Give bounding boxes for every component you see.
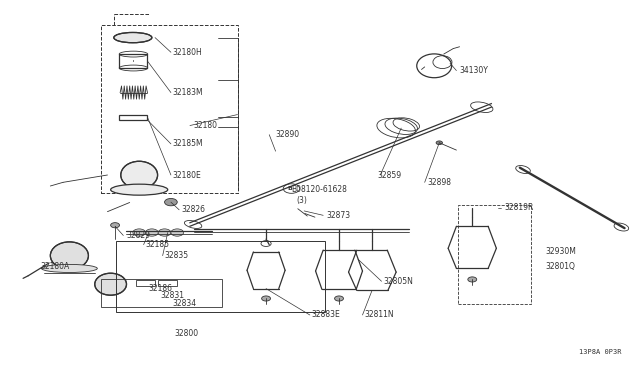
Bar [101, 25, 237, 193]
Bar [119, 54, 147, 68]
Text: 32831: 32831 [160, 291, 184, 301]
Text: 32834: 32834 [173, 299, 197, 308]
Ellipse shape [51, 242, 88, 269]
Bar [158, 280, 177, 286]
Text: 32180: 32180 [193, 121, 217, 130]
Ellipse shape [42, 264, 97, 272]
Circle shape [164, 198, 177, 206]
Text: 32819R: 32819R [504, 203, 533, 212]
Ellipse shape [95, 273, 127, 295]
Text: B08120-61628: B08120-61628 [291, 185, 348, 194]
Ellipse shape [114, 32, 152, 43]
Bar [116, 241, 325, 312]
Text: 32883E: 32883E [312, 311, 340, 320]
Text: 32890: 32890 [276, 130, 300, 139]
Text: (3): (3) [296, 196, 307, 205]
Text: 32873: 32873 [326, 211, 351, 220]
Bar [101, 279, 221, 307]
Text: 34130Y: 34130Y [460, 66, 488, 75]
Text: 32180A: 32180A [41, 262, 70, 271]
Text: 32185: 32185 [145, 240, 170, 249]
Ellipse shape [121, 161, 157, 189]
Text: 32186: 32186 [148, 284, 173, 293]
Circle shape [262, 296, 271, 301]
Text: 32859: 32859 [377, 170, 401, 180]
Text: 32829: 32829 [127, 231, 150, 240]
Text: 32185M: 32185M [173, 140, 204, 148]
Circle shape [335, 296, 344, 301]
Circle shape [468, 277, 477, 282]
Text: 32898: 32898 [428, 178, 452, 187]
Text: 13P8A 0P3R: 13P8A 0P3R [579, 349, 621, 355]
Text: 32811N: 32811N [364, 311, 394, 320]
Circle shape [133, 229, 145, 236]
Ellipse shape [111, 184, 168, 195]
Text: 32801Q: 32801Q [545, 262, 575, 271]
Text: 32835: 32835 [164, 251, 189, 260]
Circle shape [111, 223, 120, 228]
Text: 32800: 32800 [174, 329, 198, 338]
Bar [458, 205, 531, 304]
Text: 32180E: 32180E [173, 170, 202, 180]
Bar [136, 280, 155, 286]
Circle shape [171, 229, 184, 236]
Text: 32805N: 32805N [383, 277, 413, 286]
Text: 32826: 32826 [182, 205, 205, 214]
Circle shape [436, 141, 442, 145]
Bar [119, 115, 147, 120]
Text: B: B [287, 186, 292, 191]
Circle shape [145, 229, 158, 236]
Circle shape [158, 229, 171, 236]
Text: 32183M: 32183M [173, 88, 204, 97]
Text: 32180H: 32180H [173, 48, 202, 57]
Text: 32930M: 32930M [545, 247, 576, 256]
